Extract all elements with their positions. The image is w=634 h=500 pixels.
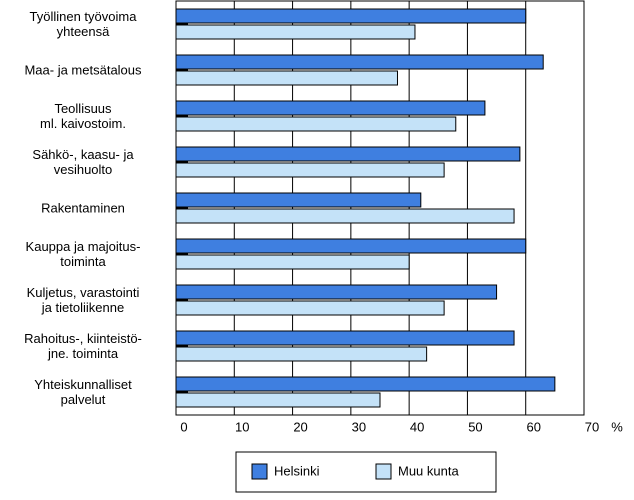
bar	[175, 254, 410, 270]
bar	[175, 238, 527, 254]
x-tick-label: 10	[235, 419, 249, 434]
category-label: Maa- ja metsätalous	[24, 62, 142, 78]
x-tick-label: 20	[293, 419, 307, 434]
x-unit: %	[611, 419, 623, 434]
bar	[175, 300, 445, 316]
bar	[175, 116, 457, 132]
x-tick-label: 70	[585, 419, 599, 434]
bar	[175, 392, 381, 408]
bar	[175, 346, 428, 362]
category-label: Kuljetus, varastointi ja tietoliikenne	[26, 285, 140, 315]
category-label: Kauppa ja majoitus- toiminta	[25, 239, 141, 269]
bar	[175, 208, 515, 224]
legend-box	[235, 451, 497, 493]
legend-label: Muu kunta	[398, 463, 459, 478]
legend-label: Helsinki	[274, 463, 320, 478]
legend-swatch	[375, 463, 392, 480]
category-label: Sähkö-, kaasu- ja vesihuolto	[32, 147, 134, 177]
legend-swatch	[251, 463, 268, 480]
x-tick-label: 30	[352, 419, 366, 434]
bar	[175, 162, 445, 178]
bar	[175, 100, 486, 116]
x-tick-label: 60	[526, 419, 540, 434]
bar	[175, 54, 544, 70]
x-tick-label: 0	[180, 419, 187, 434]
category-label: Teollisuus ml. kaivostoim.	[40, 101, 126, 131]
category-label: Rakentaminen	[41, 200, 125, 216]
bar	[175, 330, 515, 346]
category-label: Yhteiskunnalliset palvelut	[34, 377, 132, 407]
bar	[175, 70, 398, 86]
x-tick-label: 40	[410, 419, 424, 434]
category-label: Työllinen työvoima yhteensä	[29, 9, 137, 39]
x-tick-label: 50	[468, 419, 482, 434]
bar	[175, 24, 416, 40]
bar	[175, 146, 521, 162]
bar	[175, 192, 422, 208]
category-label: Rahoitus-, kiinteistö- jne. toiminta	[24, 331, 142, 361]
bar	[175, 8, 527, 24]
bar	[175, 284, 498, 300]
bar	[175, 376, 556, 392]
